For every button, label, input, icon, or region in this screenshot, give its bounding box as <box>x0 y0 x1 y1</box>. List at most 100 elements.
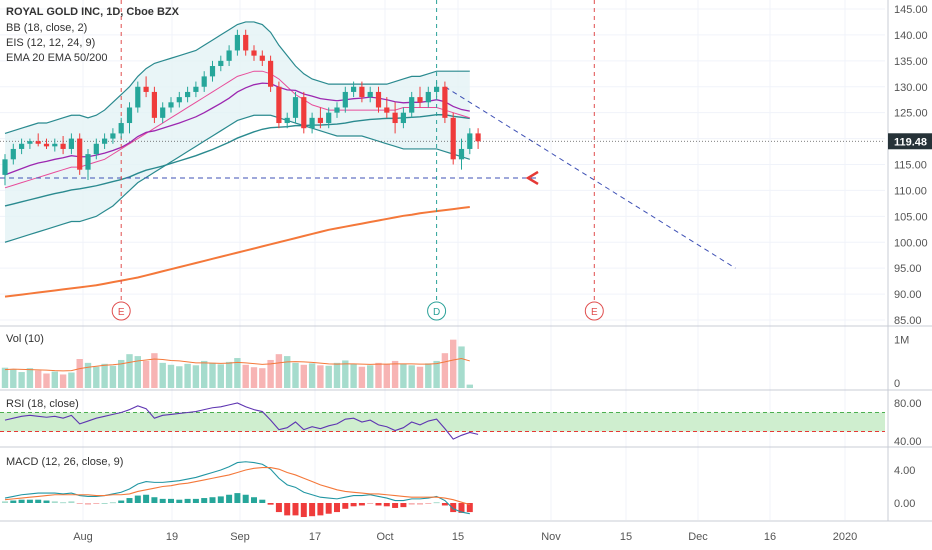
volume-bar-15 <box>126 354 133 388</box>
volume-bar-4 <box>35 370 42 388</box>
volume-tick-1: 0 <box>894 378 900 390</box>
candle-body-1 <box>10 148 16 160</box>
candle-body-38 <box>317 117 323 124</box>
price-tick-1: 140.00 <box>894 30 928 42</box>
candle-body-50 <box>417 97 423 103</box>
x-tick-8: Dec <box>688 531 708 543</box>
price-tick-3: 130.00 <box>894 82 928 94</box>
event-label-2: E <box>591 307 598 318</box>
volume-bar-22 <box>184 363 191 388</box>
volume-bar-34 <box>284 356 291 388</box>
x-tick-2: Sep <box>230 531 250 543</box>
candle-body-31 <box>259 55 265 61</box>
event-marker-0 <box>111 301 131 321</box>
candle-body-6 <box>52 143 58 147</box>
rsi-line <box>4 402 479 440</box>
price-tick-8: 105.00 <box>894 211 928 223</box>
macd-hist-bar-0 <box>2 501 8 503</box>
candle-body-40 <box>334 107 340 113</box>
rsi-label: RSI (18, close) <box>6 398 79 410</box>
x-tick-4: Oct <box>376 531 393 543</box>
volume-bar-9 <box>76 359 83 388</box>
volume-bar-32 <box>267 359 274 388</box>
event-label-0: E <box>118 307 125 318</box>
candle-body-48 <box>400 112 406 124</box>
rsi-band <box>0 412 885 432</box>
candle-body-32 <box>268 60 274 87</box>
bb-basis-line <box>4 70 470 189</box>
candle-body-41 <box>342 91 348 108</box>
pane-labels: ROYAL GOLD INC, 1D, Cboe BZX BB (18, clo… <box>6 6 180 468</box>
volume-bar-11 <box>93 366 100 388</box>
candle-body-3 <box>27 141 33 144</box>
candle-body-22 <box>185 91 191 98</box>
candle-body-10 <box>85 154 91 170</box>
volume-bar-31 <box>259 368 266 388</box>
ema20-line <box>4 82 470 176</box>
indicator-bb-label: BB (18, close, 2) <box>6 22 87 34</box>
volume-bar-27 <box>225 361 233 388</box>
volume-bar-3 <box>26 368 34 388</box>
macd-hist-bar-38 <box>317 503 324 516</box>
volume-bar-23 <box>192 365 200 388</box>
macd-hist-bar-5 <box>43 500 50 503</box>
volume-bar-35 <box>292 362 299 388</box>
candle-body-35 <box>292 97 299 118</box>
volume-bar-20 <box>167 364 175 388</box>
macd-hist-bar-43 <box>358 503 365 506</box>
candle-body-54 <box>450 117 456 160</box>
macd-hist-bar-27 <box>226 494 233 503</box>
price-tick-11: 90.00 <box>894 289 922 301</box>
ema50-line <box>4 114 470 207</box>
volume-bar-52 <box>433 360 440 388</box>
candle-body-16 <box>135 86 141 108</box>
candle-body-12 <box>102 138 108 144</box>
macd-hist-bar-8 <box>68 501 75 503</box>
candle-body-37 <box>309 117 315 129</box>
price-tick-10: 95.00 <box>894 263 922 275</box>
candle-body-0 <box>2 159 8 175</box>
macd-hist-bar-6 <box>51 501 58 503</box>
volume-bar-50 <box>416 366 424 388</box>
macd-hist-bar-17 <box>143 494 150 503</box>
macd-hist-bar-4 <box>35 499 42 503</box>
volume-bar-26 <box>217 364 224 388</box>
volume-bar-37 <box>308 363 316 388</box>
volume-bar-28 <box>234 358 241 388</box>
macd-hist-bar-33 <box>275 503 282 513</box>
volume-bar-8 <box>68 372 75 388</box>
ema200-line <box>4 206 470 298</box>
candle-body-56 <box>467 133 473 149</box>
event-marker-1 <box>427 301 447 321</box>
macd-hist-bar-11 <box>93 503 100 504</box>
volume-bar-18 <box>151 353 158 388</box>
volume-bar-1 <box>10 369 17 388</box>
candle-body-52 <box>434 86 440 92</box>
candle-body-2 <box>19 143 25 149</box>
x-tick-10: 2020 <box>833 531 857 543</box>
macd-hist-bar-30 <box>251 497 257 503</box>
volume-bar-47 <box>391 360 399 388</box>
x-tick-0: Aug <box>73 531 93 543</box>
x-tick-1: 19 <box>166 531 178 543</box>
candle-body-45 <box>375 91 382 108</box>
macd-line <box>4 461 470 515</box>
volume-bar-0 <box>1 367 9 388</box>
volume-bar-30 <box>250 367 258 388</box>
macd-hist-bar-24 <box>201 498 208 503</box>
volume-bar-49 <box>408 365 415 388</box>
macd-hist-bar-47 <box>392 503 399 508</box>
macd-hist-bar-36 <box>300 503 307 518</box>
volume-ma-line <box>4 358 470 372</box>
candle-body-18 <box>151 91 157 118</box>
price-tick-2: 135.00 <box>894 56 928 68</box>
macd-hist-bar-26 <box>217 496 224 503</box>
volume-bar-33 <box>275 354 283 388</box>
bb-lower-line <box>4 114 470 243</box>
macd-hist-bar-28 <box>234 493 241 503</box>
candle-body-43 <box>359 86 365 98</box>
volume-bar-24 <box>201 360 208 388</box>
volume-bar-40 <box>333 362 341 388</box>
